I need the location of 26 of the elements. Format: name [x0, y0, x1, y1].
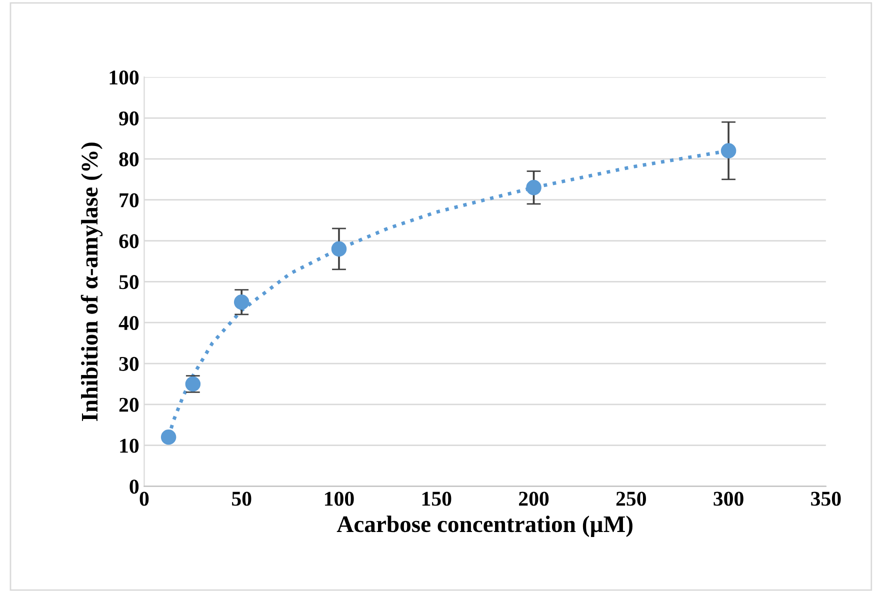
point: [234, 294, 250, 310]
point: [331, 241, 347, 257]
y-tick-label: 80: [119, 152, 139, 166]
x-tick-label: 350: [811, 492, 841, 506]
y-tick-label: 20: [119, 398, 139, 412]
x-tick-label: 200: [519, 492, 549, 506]
x-axis-title: Acarbose concentration (µM): [336, 516, 632, 537]
x-tick-label: 250: [616, 492, 646, 506]
x-tick-label: 50: [232, 492, 252, 506]
y-tick-label: 50: [119, 275, 139, 290]
x-tick-label: 100: [325, 492, 354, 506]
x-tick-label: 0: [140, 492, 149, 506]
y-tick-label: 60: [119, 234, 139, 248]
y-tick-label: 30: [119, 356, 139, 371]
y-tick-label: 10: [120, 438, 139, 453]
y-tick-label: 100: [110, 70, 139, 85]
point: [720, 143, 736, 158]
point: [526, 180, 542, 196]
point: [160, 430, 176, 445]
y-tick-label: 40: [118, 316, 139, 330]
x-tick-label: 150: [422, 492, 452, 506]
y-tick-label: 70: [120, 193, 139, 208]
x-tick-label: 300: [714, 492, 744, 506]
y-tick-label: 90: [119, 111, 139, 126]
y-axis-title: Inhibition of α-amylase (%): [80, 142, 103, 421]
y-tick-label: 0: [130, 480, 139, 494]
